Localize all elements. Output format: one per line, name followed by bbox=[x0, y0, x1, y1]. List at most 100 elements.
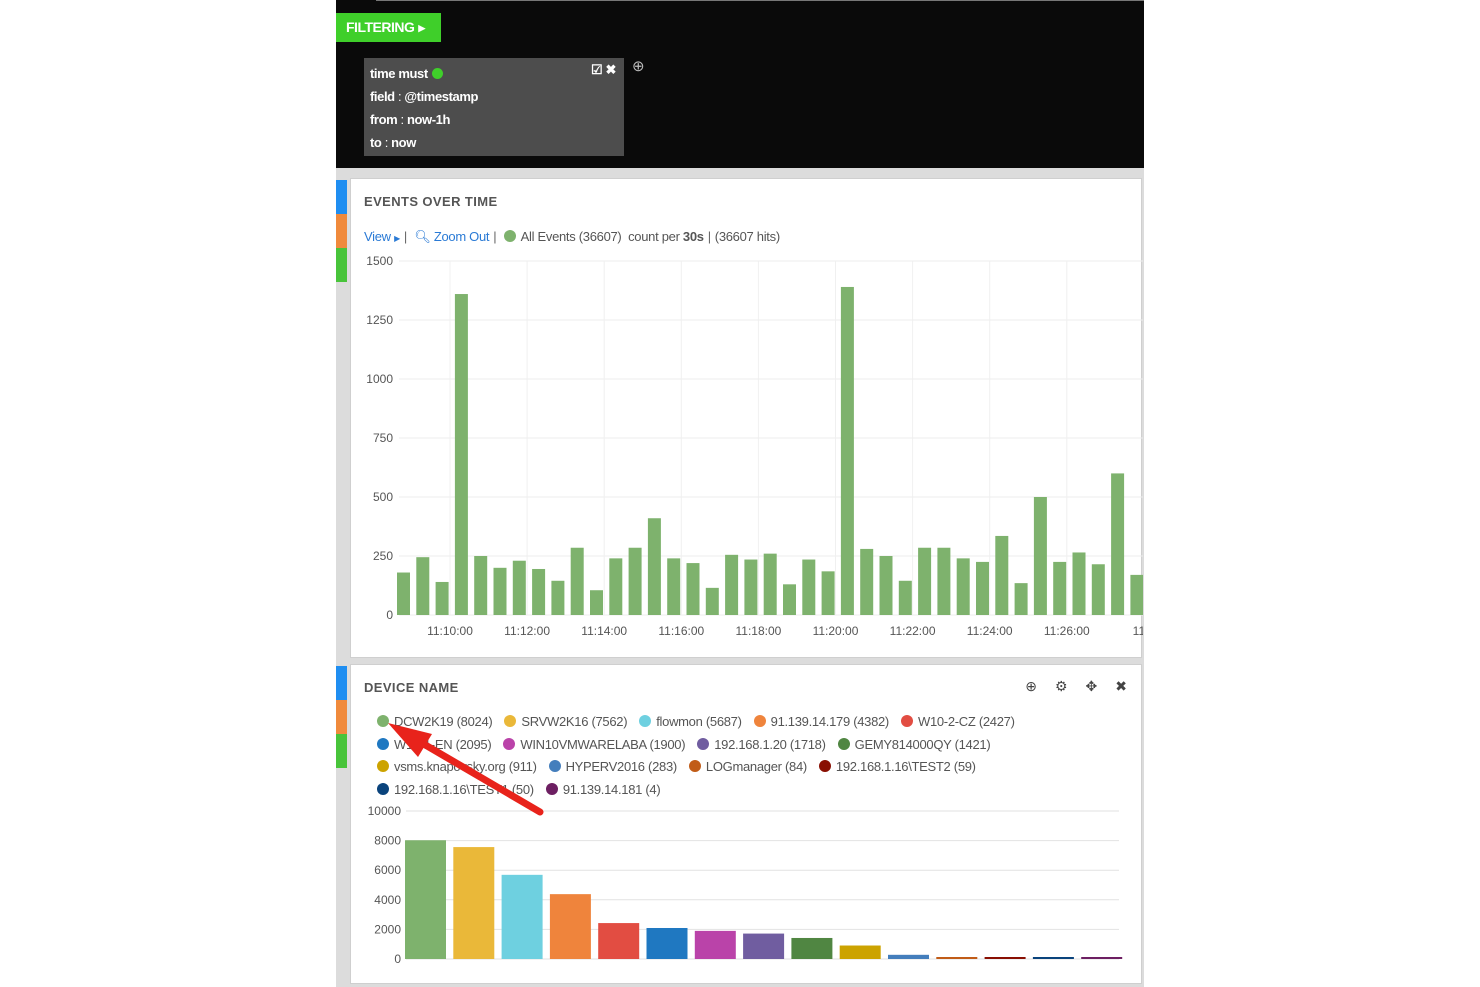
device-bar bbox=[984, 957, 1026, 959]
legend-item[interactable]: W10-1-EN (2095) bbox=[377, 734, 492, 757]
x-tick-label: 11:2 bbox=[1133, 624, 1143, 638]
gear-icon[interactable]: ⚙ bbox=[1054, 678, 1068, 694]
caret-right-icon: ▶ bbox=[394, 234, 400, 243]
event-bar bbox=[763, 553, 777, 615]
y-tick-label: 1250 bbox=[366, 313, 393, 327]
device-bar bbox=[646, 927, 688, 959]
y-tick-label: 2000 bbox=[374, 922, 401, 936]
y-tick-label: 10000 bbox=[368, 804, 402, 818]
event-bar bbox=[725, 554, 739, 615]
legend-item[interactable]: HYPERV2016 (283) bbox=[548, 756, 677, 779]
events-over-time-panel: EVENTS OVER TIME View ▶ | 🔍︎ Zoom Out | Al… bbox=[350, 178, 1143, 659]
device-bar bbox=[405, 840, 446, 959]
legend-item[interactable]: LOGmanager (84) bbox=[688, 756, 807, 779]
panel-title: DEVICE NAME bbox=[364, 680, 459, 695]
zoom-out-label: Zoom Out bbox=[433, 229, 490, 244]
legend-item[interactable]: 91.139.14.181 (4) bbox=[545, 779, 661, 802]
device-bar bbox=[791, 937, 833, 959]
legend-color-icon bbox=[377, 715, 389, 727]
legend-label: 91.139.14.181 (4) bbox=[562, 782, 661, 798]
add-filter-icon[interactable]: ⊕ bbox=[632, 58, 645, 75]
event-bar bbox=[551, 580, 565, 615]
interval: 30s bbox=[682, 229, 704, 244]
legend-label: W10-2-CZ (2427) bbox=[917, 714, 1015, 729]
device-bar bbox=[501, 874, 543, 959]
legend-item[interactable]: 192.168.1.20 (1718) bbox=[697, 734, 826, 757]
move-icon[interactable]: ✥ bbox=[1085, 678, 1098, 694]
legend-color-icon bbox=[900, 715, 913, 727]
device-name-panel: DEVICE NAME ⊕ ⚙ ✥ ✖ DCW2K19 (8024) SRVW2K16 … bbox=[350, 664, 1142, 984]
legend-item[interactable]: WIN10VMWARELABA (1900) bbox=[503, 734, 686, 757]
legend-color-icon bbox=[688, 760, 701, 773]
legend-item[interactable]: flowmon (5687) bbox=[639, 711, 742, 734]
event-bar bbox=[397, 572, 410, 615]
y-tick-label: 1500 bbox=[366, 254, 393, 268]
legend-all-events[interactable]: All Events (36607) bbox=[520, 229, 622, 244]
event-bar bbox=[686, 563, 700, 615]
event-bar bbox=[744, 559, 758, 615]
device-bar bbox=[888, 954, 929, 959]
legend-label: W10-1-EN (2095) bbox=[394, 736, 492, 752]
legend-color-icon bbox=[545, 783, 558, 796]
filtering-area: FILTERING ▶ time must field : @timestamp … bbox=[336, 0, 1144, 168]
y-tick-label: 0 bbox=[394, 952, 401, 966]
event-bar bbox=[1130, 574, 1143, 615]
edit-checkbox-icon[interactable]: ☑ bbox=[591, 62, 603, 77]
event-bar bbox=[976, 561, 989, 615]
filter-type: time must bbox=[370, 66, 428, 81]
event-bar bbox=[956, 558, 970, 615]
panel-tab-green[interactable] bbox=[336, 248, 347, 282]
event-bar bbox=[802, 559, 816, 615]
event-bar bbox=[995, 535, 1009, 615]
panel-tab-orange[interactable] bbox=[336, 214, 347, 248]
legend-item[interactable]: GEMY814000QY (1421) bbox=[837, 734, 991, 757]
close-icon[interactable]: ✖ bbox=[605, 62, 617, 77]
device-bar bbox=[1032, 957, 1074, 959]
event-bar bbox=[705, 587, 719, 615]
panel-tab-orange[interactable] bbox=[336, 700, 347, 734]
device-bar bbox=[549, 894, 591, 959]
events-toolbar: View ▶ | 🔍︎ Zoom Out | All Events (36607) … bbox=[364, 229, 780, 245]
device-name-chart[interactable]: 0 2000 4000 6000 8000 10000 bbox=[351, 803, 1143, 973]
x-tick-label: 11:20:00 bbox=[813, 624, 859, 638]
legend-color-icon bbox=[548, 760, 561, 773]
event-bar bbox=[783, 584, 796, 615]
event-bar bbox=[493, 567, 507, 615]
active-status-icon bbox=[431, 68, 443, 79]
legend-item[interactable]: 91.139.14.179 (4382) bbox=[753, 711, 889, 734]
events-over-time-chart[interactable]: 0 250 500 750 1000 1250 1500 11:10:00 11:12:00 11… bbox=[351, 239, 1143, 659]
legend-item[interactable]: vsms.knapovsky.org (911) bbox=[377, 756, 537, 779]
close-icon[interactable]: ✖ bbox=[1115, 678, 1127, 694]
panel-tab-green[interactable] bbox=[336, 734, 347, 768]
view-label: View bbox=[364, 229, 391, 244]
download-icon[interactable]: ⊕ bbox=[1025, 678, 1037, 694]
zoom-out-link[interactable]: 🔍︎ Zoom Out bbox=[414, 229, 489, 244]
legend-item[interactable]: 192.168.1.16\TEST2 (59) bbox=[818, 756, 976, 779]
legend-color-icon bbox=[697, 737, 710, 750]
event-bar bbox=[628, 547, 642, 615]
legend-color-icon bbox=[504, 715, 517, 727]
legend-color-icon bbox=[377, 737, 389, 750]
hits-count: (36607 hits) bbox=[714, 229, 780, 244]
separator: | bbox=[707, 229, 711, 244]
filtering-button[interactable]: FILTERING ▶ bbox=[336, 13, 441, 42]
event-bar bbox=[1072, 552, 1086, 615]
panel-actions: ⊕ ⚙ ✥ ✖ bbox=[1007, 678, 1127, 695]
panel-tab-blue[interactable] bbox=[336, 666, 347, 700]
legend-item[interactable]: DCW2K19 (8024) bbox=[377, 711, 493, 734]
legend-label: WIN10VMWARELABA (1900) bbox=[520, 736, 686, 752]
legend-color-icon bbox=[639, 715, 652, 727]
legend-item[interactable]: W10-2-CZ (2427) bbox=[900, 711, 1015, 734]
legend-label: 192.168.1.16\TEST2 (59) bbox=[835, 759, 976, 775]
filter-to-key: to bbox=[370, 135, 382, 150]
time-filter-card: time must field : @timestamp from : now-… bbox=[364, 58, 624, 156]
x-tick-label: 11:12:00 bbox=[504, 624, 550, 638]
legend-item[interactable]: SRVW2K16 (7562) bbox=[504, 711, 628, 734]
event-bar bbox=[1053, 561, 1067, 615]
legend-item[interactable]: 192.168.1.16\TEST1 (50) bbox=[377, 779, 534, 802]
device-bar bbox=[743, 933, 785, 959]
event-bar bbox=[647, 518, 661, 615]
view-dropdown[interactable]: View ▶ bbox=[364, 229, 400, 244]
event-bar bbox=[840, 286, 854, 615]
panel-tab-blue[interactable] bbox=[336, 180, 347, 214]
